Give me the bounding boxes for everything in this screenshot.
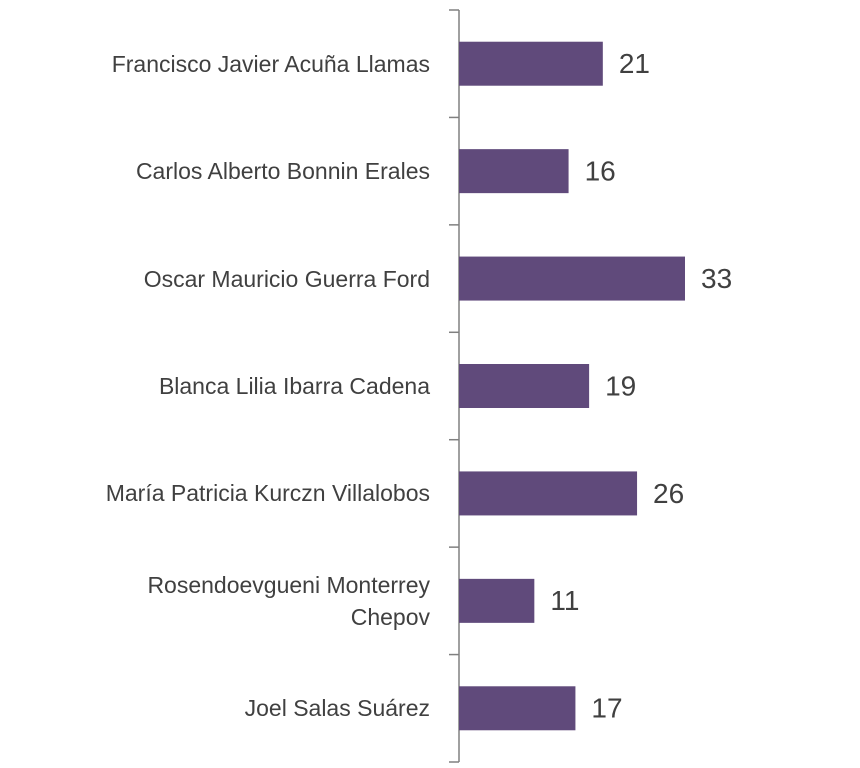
value-label: 16 (585, 156, 616, 187)
bar (459, 256, 685, 301)
value-label: 26 (653, 478, 684, 509)
value-label: 11 (550, 585, 579, 616)
bar (459, 149, 569, 194)
bar (459, 364, 590, 408)
category-label: Blanca Lilia Ibarra Cadena (158, 373, 430, 399)
category-label: Carlos Alberto Bonnin Erales (135, 158, 430, 185)
value-label: 33 (701, 263, 732, 294)
category-label: Francisco Javier Acuña Llamas (111, 50, 430, 77)
bar (459, 686, 576, 731)
bar (459, 41, 603, 86)
bar (459, 471, 638, 516)
category-label: Joel Salas Suárez (244, 695, 430, 722)
category-label: Oscar Mauricio Guerra Ford (143, 265, 430, 292)
value-label: 21 (619, 48, 650, 79)
value-label: 17 (591, 693, 622, 724)
value-label: 19 (605, 370, 636, 401)
category-label: Rosendoevgueni Monterrey Chepov (147, 571, 430, 630)
category-label: María Patricia Kurczn Villalobos (105, 480, 430, 507)
bar (459, 578, 535, 623)
